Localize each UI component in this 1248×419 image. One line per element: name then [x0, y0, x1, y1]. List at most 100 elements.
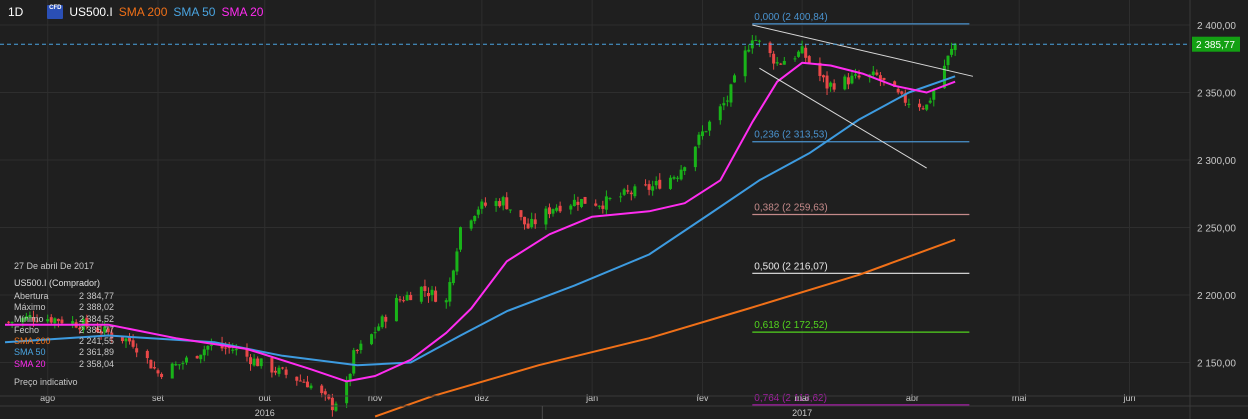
info-row-label: SMA 20: [14, 358, 46, 369]
candle-body: [430, 289, 434, 296]
candle: [323, 388, 327, 401]
timeframe-label[interactable]: 1D: [8, 5, 24, 19]
candle: [846, 73, 850, 90]
candle-body: [700, 131, 704, 137]
candle-body: [779, 63, 783, 65]
candle-body: [576, 201, 580, 205]
candle-body: [654, 180, 658, 186]
x-tick-label: mar: [794, 393, 810, 403]
candle: [149, 359, 153, 369]
candle-body: [145, 350, 149, 359]
candle-body: [355, 349, 359, 352]
candle-body: [843, 76, 847, 90]
candle: [177, 364, 181, 370]
candle: [419, 286, 423, 304]
candle-body: [921, 108, 925, 110]
sma200-legend[interactable]: SMA 200: [118, 5, 168, 19]
candle-body: [942, 65, 946, 89]
candle: [821, 74, 825, 83]
candle: [743, 45, 747, 83]
candle-body: [476, 209, 480, 215]
candle: [46, 314, 50, 324]
candle-body: [284, 369, 288, 375]
candle-body: [128, 337, 132, 342]
candle-body: [832, 83, 836, 90]
candle-body: [757, 40, 761, 42]
candle-body: [526, 223, 530, 229]
fib-label: 0,500 (2 216,07): [754, 261, 827, 272]
candle-body: [544, 208, 548, 225]
candle-body: [946, 55, 950, 66]
candle: [508, 209, 512, 214]
candle: [277, 365, 281, 377]
candle: [825, 71, 829, 96]
candle: [733, 73, 737, 83]
candle-body: [444, 300, 448, 303]
candle: [270, 356, 274, 378]
candle: [668, 175, 672, 190]
candle-body: [85, 317, 89, 327]
candle-body: [523, 216, 527, 225]
chart-header: 1D CFD US500.I SMA 200 SMA 50 SMA 20: [0, 4, 269, 20]
candle-body: [270, 357, 274, 373]
candle: [160, 372, 164, 380]
symbol-label[interactable]: US500.I: [69, 5, 113, 19]
info-row: SMA 50 2 361,89: [14, 347, 114, 358]
info-row-value: 2 358,04: [78, 358, 114, 369]
candle: [156, 368, 160, 377]
candle: [583, 196, 587, 204]
x-tick-label: fev: [696, 393, 709, 403]
info-row: Abertura 2 384,77: [14, 291, 114, 302]
candle: [942, 59, 946, 89]
candle-body: [124, 338, 128, 342]
candle-body: [252, 358, 256, 366]
candle-body: [583, 196, 587, 204]
candle: [654, 176, 658, 190]
candle: [106, 326, 110, 335]
candle: [629, 190, 633, 201]
candle: [352, 347, 356, 376]
year-label: 2016: [255, 408, 275, 418]
candle-body: [622, 189, 626, 195]
candle-body: [896, 88, 900, 93]
candle: [747, 44, 751, 53]
candle: [907, 98, 911, 108]
candle: [757, 39, 761, 47]
candle-body: [35, 320, 39, 322]
candle-body: [373, 332, 377, 334]
candle-body: [245, 349, 249, 357]
candle: [259, 358, 263, 369]
candle: [569, 203, 573, 215]
candle-body: [224, 347, 228, 349]
sma20-legend[interactable]: SMA 20: [221, 5, 264, 19]
candle: [355, 349, 359, 354]
candle: [779, 62, 783, 65]
candle: [658, 173, 662, 190]
candle: [693, 146, 697, 172]
candle-body: [377, 326, 381, 331]
candle-body: [455, 251, 459, 272]
candle-body: [384, 316, 388, 322]
candle-body: [156, 370, 160, 374]
trendline: [752, 24, 974, 77]
candle-body: [601, 205, 605, 209]
candle: [626, 184, 630, 194]
candle-body: [818, 62, 822, 76]
sma50-legend[interactable]: SMA 50: [173, 5, 216, 19]
candle: [850, 71, 854, 85]
candle: [708, 120, 712, 136]
candle: [28, 311, 32, 321]
candle: [174, 361, 178, 367]
candle-body: [725, 100, 729, 102]
candle-body: [853, 74, 857, 76]
candle: [494, 197, 498, 212]
candle: [875, 69, 879, 76]
candle-body: [348, 373, 352, 382]
candle-body: [772, 53, 776, 64]
candle-body: [743, 50, 747, 77]
x-tick-label: ago: [40, 393, 55, 403]
candle: [619, 192, 623, 203]
candle-body: [932, 90, 936, 100]
